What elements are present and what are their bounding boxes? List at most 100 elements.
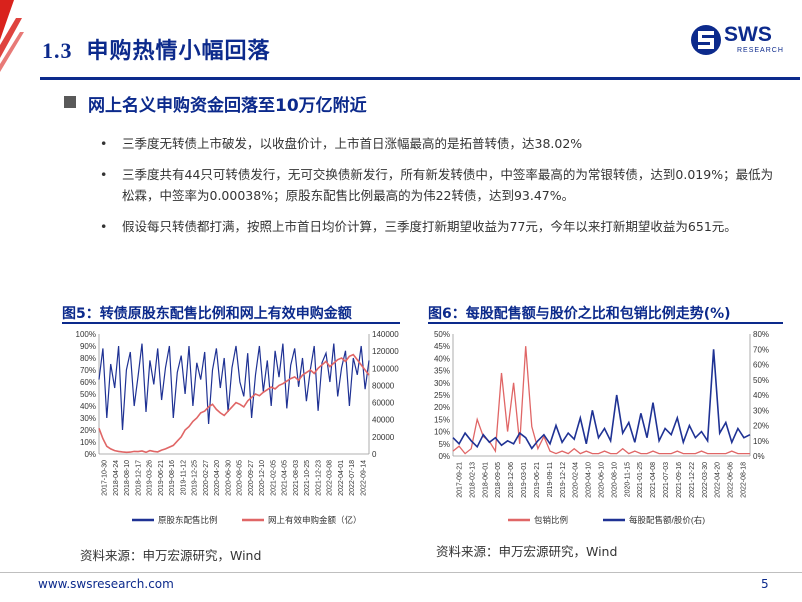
x-tick-label: 2017-10-30 (102, 460, 109, 496)
y-right-tick-label: 40000 (372, 416, 395, 425)
y-right-tick-label: 70% (753, 345, 769, 354)
y-left-tick-label: 60% (80, 378, 96, 387)
y-left-tick-label: 45% (434, 342, 450, 351)
y-right-tick-label: 0% (753, 452, 765, 461)
y-right-tick-label: 60% (753, 361, 769, 370)
y-left-tick-label: 10% (434, 428, 450, 437)
y-left-tick-label: 50% (80, 390, 96, 399)
footer-url[interactable]: www.swsresearch.com (38, 577, 174, 591)
x-tick-label: 2018-06-01 (482, 462, 489, 498)
section-heading: 网上名义申购资金回落至10万亿附近 (88, 96, 367, 116)
left-accent-stripes (0, 0, 24, 72)
bullet-item: • 三季度无转债上市破发，以收盘价计，上市首日涨幅最高的是拓普转债，达38.02% (100, 133, 780, 154)
x-tick-label: 2018-04-24 (113, 460, 120, 496)
x-tick-label: 2022-04-20 (715, 462, 722, 498)
section-title-text: 申购热情小幅回落 (86, 39, 271, 64)
x-tick-label: 2020-02-04 (573, 462, 580, 498)
x-tick-label: 2021-04-05 (282, 460, 289, 496)
y-right-tick-label: 80000 (372, 381, 395, 390)
x-tick-label: 2021-09-16 (676, 462, 683, 498)
chart2-source: 资料来源：申万宏源研究，Wind (436, 544, 618, 559)
y-left-tick-label: 10% (80, 438, 96, 447)
y-left-tick-label: 20% (434, 403, 450, 412)
legend-label-1: 原股东配售比例 (158, 515, 218, 525)
x-tick-label: 2022-04-01 (338, 460, 345, 496)
y-right-tick-label: 100000 (372, 364, 399, 373)
chart1-title-rule (62, 322, 400, 324)
bullet-list: • 三季度无转债上市破发，以收盘价计，上市首日涨幅最高的是拓普转债，达38.02%… (100, 133, 780, 247)
x-tick-label: 2020-08-05 (237, 460, 244, 496)
y-right-tick-label: 20000 (372, 433, 395, 442)
chart1-source: 资料来源：申万宏源研究，Wind (80, 548, 262, 563)
x-tick-label: 2020-04-10 (586, 462, 593, 498)
x-tick-label: 2020-04-20 (214, 460, 221, 496)
chart2-title: 图6：每股配售额与股价之比和包销比例走势(%) (428, 306, 731, 322)
x-tick-label: 2020-09-27 (248, 460, 255, 496)
x-tick-label: 2019-06-21 (158, 460, 165, 496)
series-line-1 (452, 346, 750, 455)
x-tick-label: 2022-08-18 (741, 462, 748, 498)
bullet-dot-icon: • (100, 136, 108, 151)
bullet-text: 三季度共有44只可转债发行，无可交换债新发行，所有新发转债中，中签率最高的为常银… (122, 167, 774, 203)
y-left-tick-label: 5% (438, 440, 450, 449)
page-title: 1.3 申购热情小幅回落 (42, 33, 271, 65)
x-tick-label: 2022-03-08 (327, 460, 334, 496)
y-right-tick-label: 120000 (372, 347, 399, 356)
series-line-2 (98, 353, 370, 454)
x-tick-label: 2020-06-30 (225, 460, 232, 496)
y-right-tick-label: 50% (753, 376, 769, 385)
y-left-tick-label: 0% (84, 450, 96, 459)
x-tick-label: 2021-04-08 (650, 462, 657, 498)
bullet-item: • 三季度共有44只可转债发行，无可交换债新发行，所有新发转债中，中签率最高的为常… (100, 164, 780, 206)
logo-subtext: RESEARCH (737, 47, 784, 54)
x-tick-label: 2022-07-18 (349, 460, 356, 496)
x-tick-label: 2021-12-22 (689, 462, 696, 498)
page-number: 5 (761, 577, 769, 591)
chart2-svg: 0% 5% 10% 15% 20% 25% 30% 35% 40% 45% 50% 0% 10% 20% 3… (434, 330, 769, 525)
x-tick-label: 2021-01-25 (637, 462, 644, 498)
x-tick-label: 2020-06-10 (599, 462, 606, 498)
y-left-tick-label: 90% (80, 342, 96, 351)
x-tick-label: 2018-12-06 (508, 462, 515, 498)
x-tick-label: 2018-08-10 (124, 460, 131, 496)
heading-square-icon (64, 96, 76, 108)
x-tick-label: 2019-12-12 (560, 462, 567, 498)
bullet-item: • 假设每只转债都打满，按照上市首日均价计算，三季度打新期望收益为77元，今年以来… (100, 216, 780, 237)
x-tick-label: 2020-11-15 (624, 462, 631, 497)
y-left-tick-label: 20% (80, 426, 96, 435)
legend-label-2: 网上有效申购金额（亿） (268, 515, 362, 525)
y-left-tick-label: 0% (438, 452, 450, 461)
x-tick-label: 2022-09-14 (360, 460, 367, 496)
x-tick-label: 2017-09-21 (456, 462, 463, 498)
x-tick-label: 2018-02-13 (469, 462, 476, 498)
y-left-tick-label: 80% (80, 354, 96, 363)
x-tick-label: 2019-09-11 (547, 462, 554, 497)
y-left-tick-label: 30% (434, 379, 450, 388)
chart2-title-rule (428, 322, 783, 324)
y-left-tick-label: 70% (80, 366, 96, 375)
x-tick-label: 2019-03-01 (521, 462, 528, 498)
x-tick-label: 2019-03-26 (147, 460, 154, 496)
legend-label-2: 每股配售额/股价(右) (629, 515, 705, 525)
y-right-tick-label: 80% (753, 330, 769, 339)
x-tick-label: 2022-03-30 (702, 462, 709, 498)
series-line-2 (452, 349, 751, 450)
x-tick-label: 2021-08-03 (293, 460, 300, 496)
logo-text: SWS (724, 23, 772, 46)
chart1-title: 图5：转债原股东配售比例和网上有效申购金额 (62, 306, 352, 322)
y-left-tick-label: 100% (76, 330, 96, 339)
section-number: 1.3 (42, 38, 73, 63)
x-tick-label: 2019-12-25 (192, 460, 199, 496)
x-tick-label: 2019-06-21 (534, 462, 541, 498)
bullet-text: 假设每只转债都打满，按照上市首日均价计算，三季度打新期望收益为77元，今年以来打… (122, 219, 737, 234)
y-right-tick-label: 0 (372, 450, 377, 459)
x-tick-label: 2018-09-05 (495, 462, 502, 498)
sws-logo-icon (691, 25, 721, 55)
legend-label-1: 包销比例 (534, 515, 568, 525)
y-left-tick-label: 40% (80, 402, 96, 411)
x-tick-label: 2021-02-05 (270, 460, 277, 496)
x-tick-label: 2021-10-25 (304, 460, 311, 496)
y-left-tick-label: 50% (434, 330, 450, 339)
x-tick-label: 2020-12-10 (259, 460, 266, 496)
y-right-tick-label: 30% (753, 406, 769, 415)
